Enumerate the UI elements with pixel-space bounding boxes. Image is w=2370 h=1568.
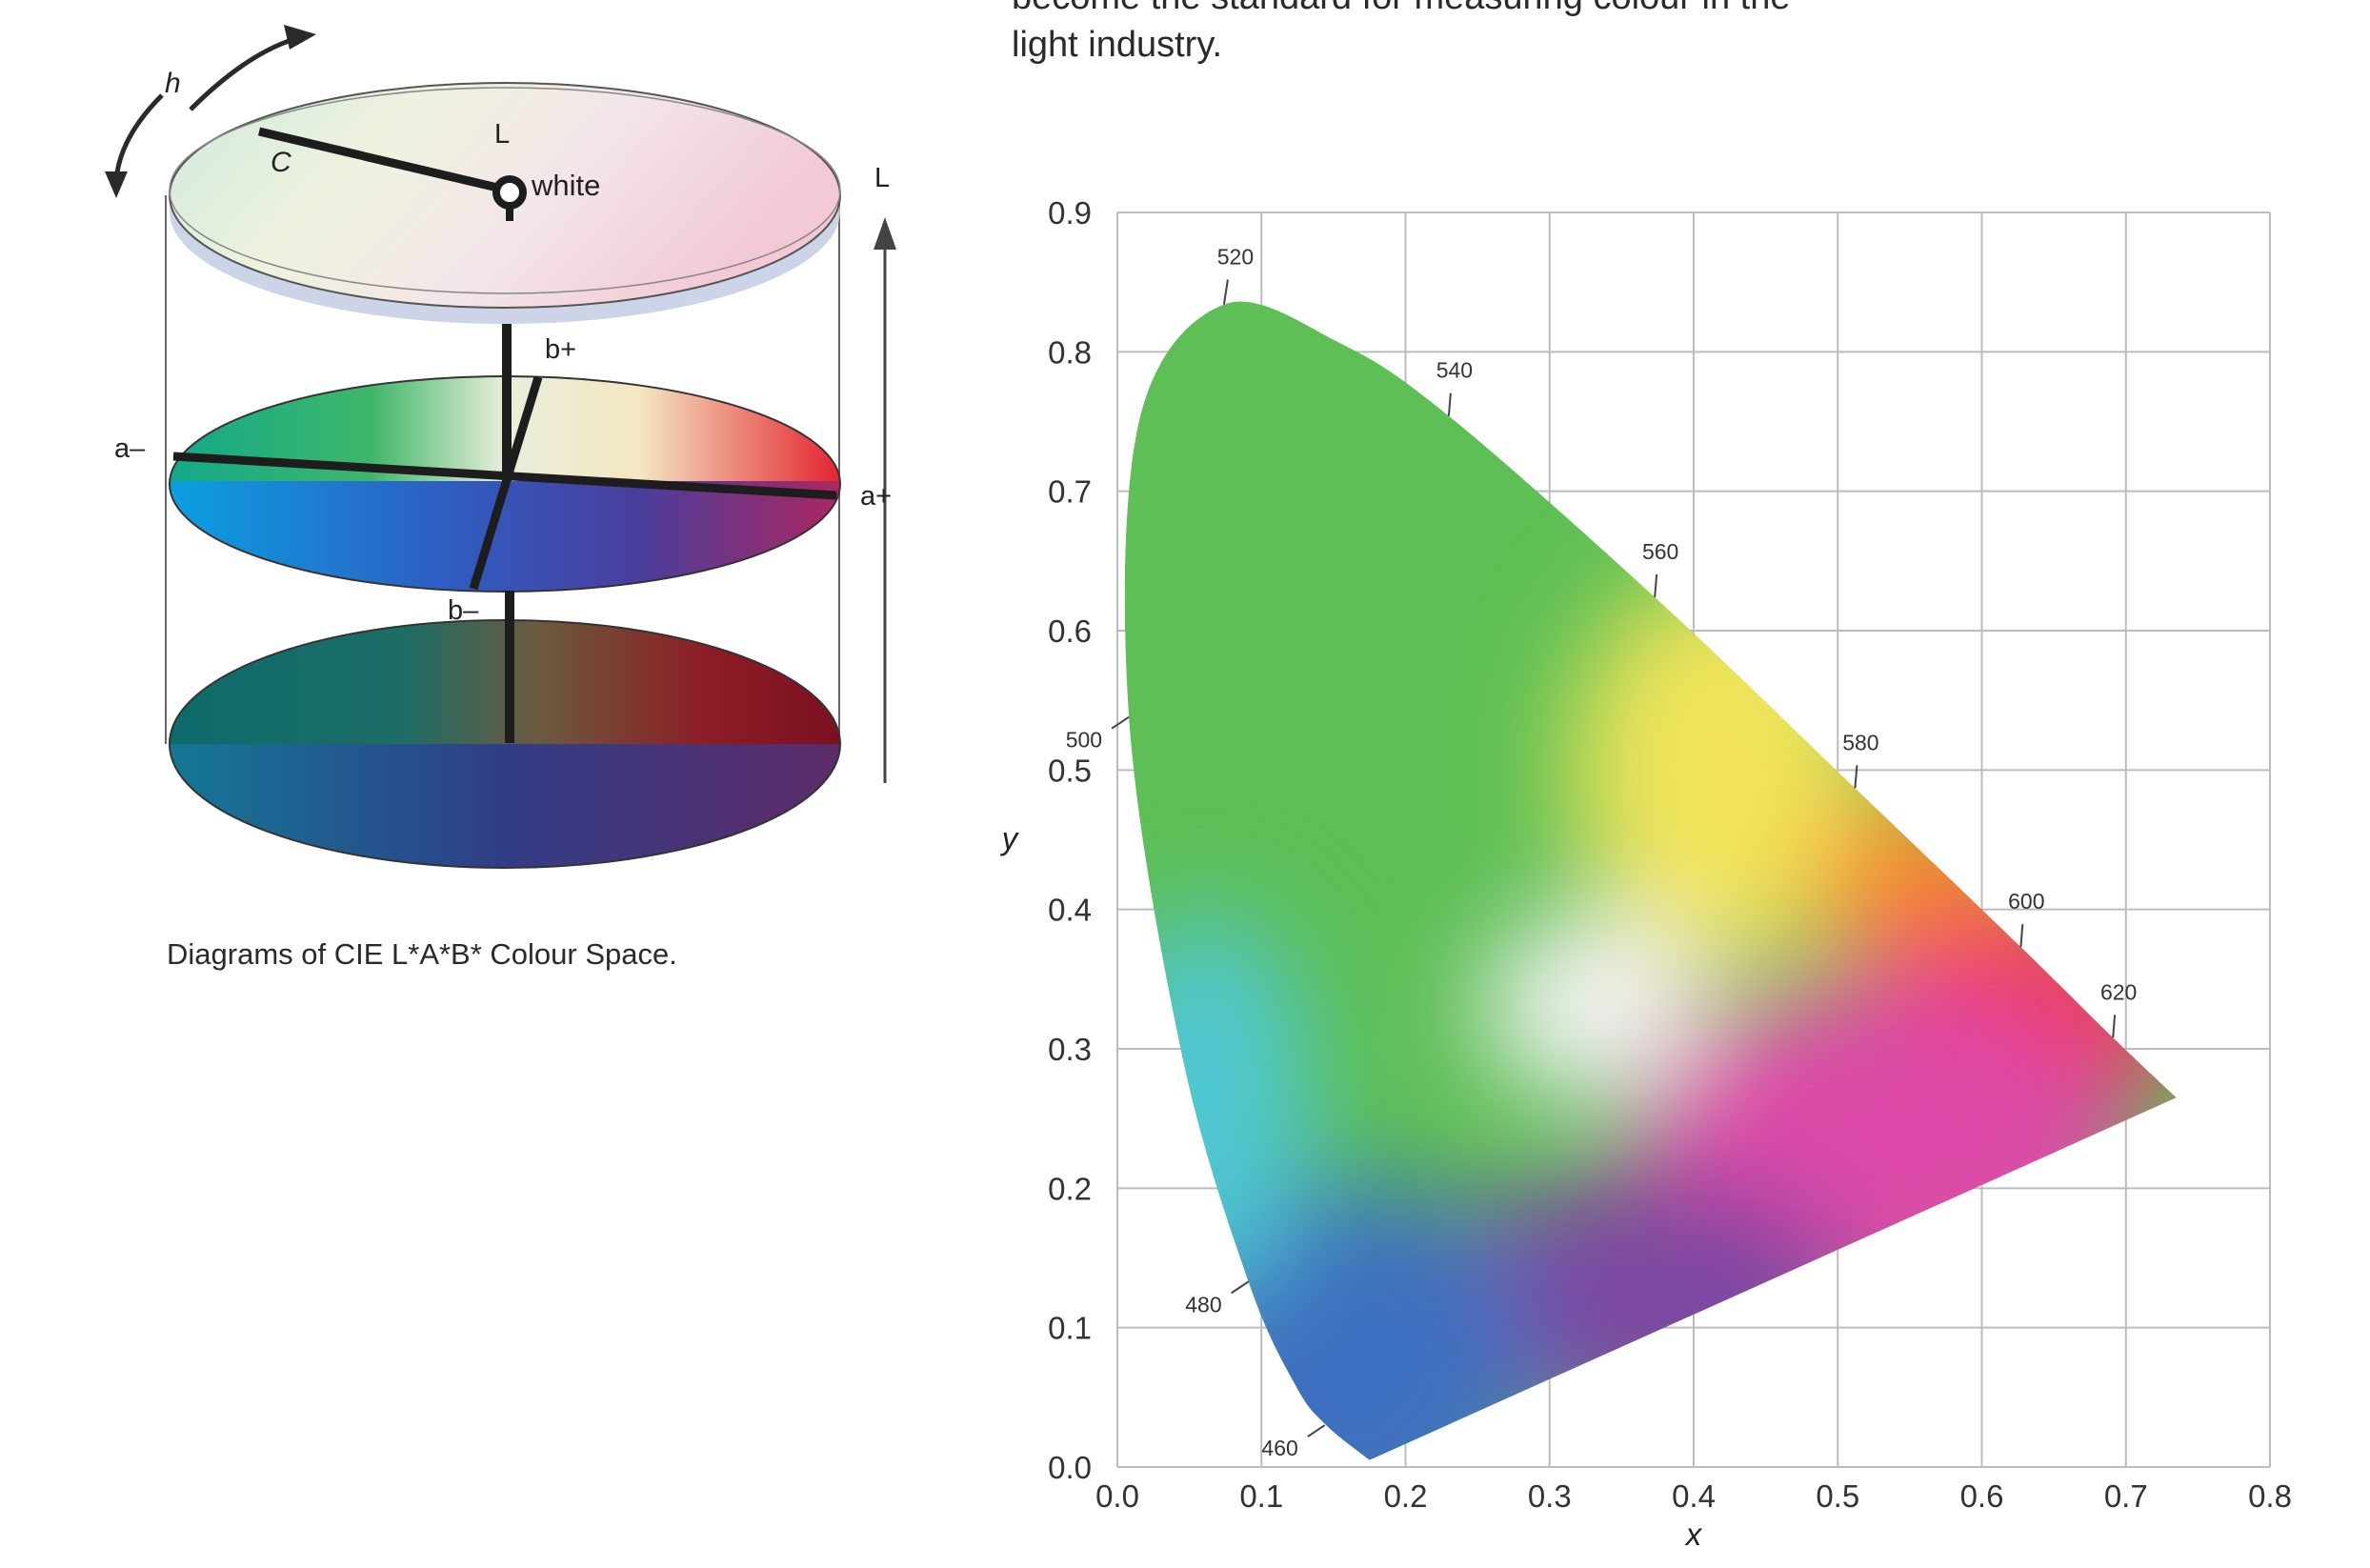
wavelength-labels: 460 480 500 520 540 560 580 600 620	[1066, 245, 2138, 1461]
y-tick-label: 0.7	[1048, 474, 1092, 510]
x-tick-label: 0.8	[2248, 1478, 2292, 1514]
cie-chromaticity-chart: 460 480 500 520 540 560 580 600 620 0.0 0.1 0.2 0.3…	[1000, 195, 2292, 1552]
wavelength-label: 500	[1066, 728, 1102, 753]
wavelength-tick	[1447, 392, 1452, 416]
y-tick-label: 0.4	[1048, 893, 1092, 928]
white-point-marker	[492, 175, 527, 210]
wavelength-tick	[2019, 924, 2024, 948]
wavelength-tick	[1654, 573, 1658, 597]
x-tick-labels: 0.0 0.1 0.2 0.3 0.4 0.5 0.6 0.7 0.8	[1095, 1478, 2292, 1514]
y-tick-label: 0.9	[1048, 195, 1092, 231]
wavelength-tick	[1231, 1280, 1250, 1295]
lightness-arrow-head	[874, 217, 896, 250]
wavelength-label: 620	[2100, 979, 2137, 1004]
wavelength-label: 600	[2008, 889, 2044, 914]
x-tick-label: 0.5	[1816, 1478, 1859, 1514]
wavelength-tick	[2112, 1015, 2117, 1038]
hue-arrow-lower	[113, 93, 164, 182]
label-chroma: C	[271, 147, 291, 178]
label-b-minus: b–	[448, 595, 479, 626]
x-tick-label: 0.4	[1672, 1478, 1716, 1514]
x-tick-label: 0.6	[1960, 1478, 2004, 1514]
y-tick-label: 0.6	[1048, 613, 1092, 649]
blob-white	[1483, 916, 1703, 1098]
label-lightness-top: L	[494, 119, 510, 150]
y-tick-label: 0.2	[1048, 1171, 1092, 1206]
hue-arrow-head-right	[284, 25, 316, 50]
x-tick-label: 0.2	[1384, 1478, 1428, 1514]
wavelength-label: 540	[1436, 358, 1473, 383]
x-tick-label: 0.0	[1095, 1478, 1139, 1514]
x-tick-label: 0.7	[2104, 1478, 2148, 1514]
wavelength-tick	[1307, 1424, 1326, 1437]
wavelength-label: 580	[1842, 730, 1878, 754]
label-lightness-axis: L	[874, 163, 890, 193]
y-axis-label: y	[1000, 821, 1020, 856]
y-tick-label: 0.0	[1048, 1450, 1092, 1485]
figure-caption: Diagrams of CIE L*A*B* Colour Space.	[167, 937, 677, 971]
x-tick-label: 0.1	[1239, 1478, 1283, 1514]
b-axis	[469, 375, 543, 591]
blob-blue	[1157, 1178, 1538, 1460]
x-axis-label: x	[1684, 1517, 1703, 1552]
wavelength-label: 460	[1261, 1436, 1297, 1460]
label-b-plus: b+	[545, 334, 576, 365]
hue-arrow-head-down	[105, 171, 128, 198]
hue-arrow-upper	[189, 33, 306, 111]
y-tick-label: 0.5	[1048, 753, 1092, 788]
y-tick-label: 0.3	[1048, 1032, 1092, 1067]
intro-text: become the standard for measuring colour…	[1012, 0, 1790, 65]
wavelength-tick	[1854, 765, 1858, 789]
x-tick-label: 0.3	[1528, 1478, 1572, 1514]
y-tick-labels: 0.0 0.1 0.2 0.3 0.4 0.5 0.6 0.7 0.8 0.9	[1048, 195, 1092, 1485]
spectral-locus	[1124, 301, 2177, 1460]
wavelength-label: 520	[1217, 245, 1254, 270]
y-tick-label: 0.1	[1048, 1311, 1092, 1346]
label-hue: h	[165, 68, 181, 99]
label-white: white	[531, 169, 600, 202]
chroma-line	[257, 127, 512, 195]
wavelength-tick	[1222, 279, 1229, 305]
label-a-plus: a+	[860, 481, 892, 512]
blob-cyan	[1124, 914, 1309, 1296]
wavelength-label: 560	[1642, 539, 1678, 564]
y-tick-label: 0.8	[1048, 334, 1092, 370]
wavelength-tick	[1111, 715, 1130, 730]
lab-colour-space-diagram: h C L white L b+ b– a– a+	[105, 25, 896, 869]
label-a-minus: a–	[114, 433, 146, 464]
wavelength-label: 480	[1185, 1292, 1221, 1317]
